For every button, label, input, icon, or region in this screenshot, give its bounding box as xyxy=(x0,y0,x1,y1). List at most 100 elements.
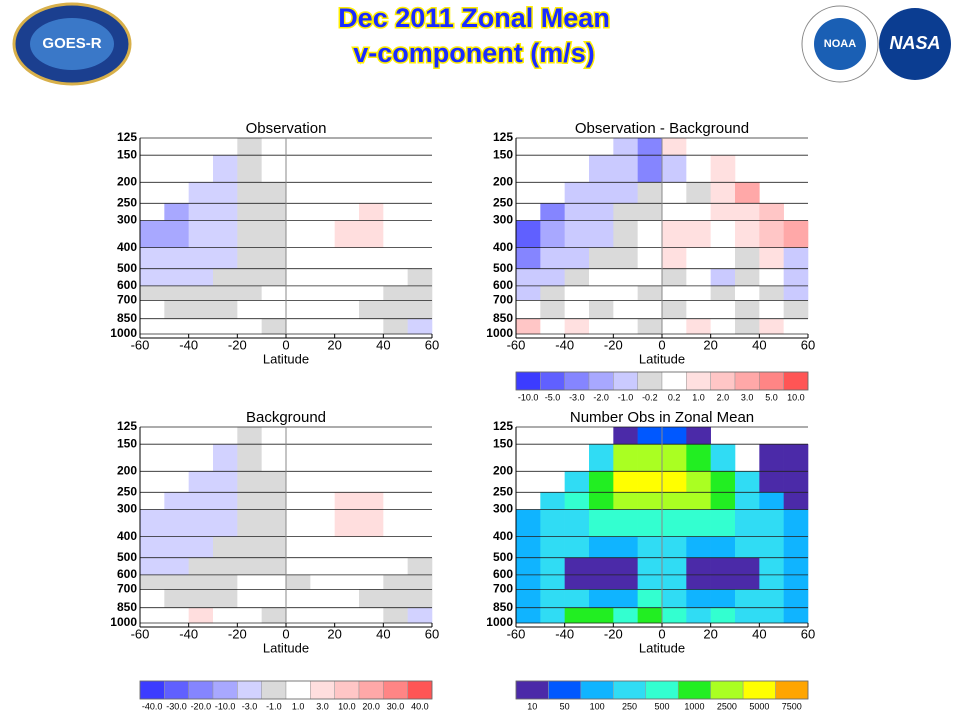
y-tick-label: 200 xyxy=(493,463,513,477)
cell xyxy=(164,318,189,335)
cell xyxy=(613,492,638,510)
cell xyxy=(613,318,638,335)
cell xyxy=(662,536,687,558)
cell xyxy=(637,268,663,287)
x-tick-label: 0 xyxy=(282,626,289,641)
cell xyxy=(759,536,784,558)
colorbar-label: -3.0 xyxy=(242,701,258,711)
cell xyxy=(613,427,638,445)
cell xyxy=(237,285,262,301)
cell xyxy=(383,492,408,510)
cell xyxy=(164,509,189,537)
x-tick-label: 20 xyxy=(703,626,717,641)
cell xyxy=(783,536,809,558)
cell xyxy=(759,607,784,624)
cell xyxy=(286,285,311,301)
cell xyxy=(359,285,384,301)
cell xyxy=(637,285,663,301)
cell xyxy=(140,536,165,558)
cell xyxy=(564,247,590,269)
cell xyxy=(637,318,663,335)
y-tick-label: 500 xyxy=(493,261,513,275)
cell xyxy=(334,182,360,204)
cell xyxy=(310,220,335,248)
colorbar-label: -1.0 xyxy=(266,701,282,711)
cell xyxy=(261,509,287,537)
cell xyxy=(662,220,687,248)
cell xyxy=(237,203,262,221)
cell xyxy=(589,155,614,183)
colorbar-swatch xyxy=(358,680,384,700)
colorbar-swatch xyxy=(710,680,744,700)
cell xyxy=(407,607,433,624)
cell xyxy=(237,427,262,445)
cell xyxy=(310,155,335,183)
cell xyxy=(310,138,335,156)
colorbar-label: -1.0 xyxy=(618,392,634,402)
colorbar-swatch xyxy=(164,680,189,700)
cell xyxy=(334,509,360,537)
x-axis-label: Latitude xyxy=(639,640,685,655)
cell xyxy=(759,574,784,590)
y-tick-label: 150 xyxy=(117,147,137,161)
cell xyxy=(261,574,287,590)
cell xyxy=(564,574,590,590)
cell xyxy=(710,574,736,590)
y-tick-label: 700 xyxy=(493,293,513,307)
cell xyxy=(613,536,638,558)
x-axis-label: Latitude xyxy=(263,351,309,366)
cell xyxy=(164,300,189,319)
colorbar-label: 30.0 xyxy=(387,701,405,711)
x-tick-label: -60 xyxy=(131,337,150,352)
cell xyxy=(237,557,262,576)
cell xyxy=(735,182,760,204)
cell xyxy=(686,182,711,204)
cell xyxy=(710,557,736,576)
cell xyxy=(334,557,360,576)
cell xyxy=(237,444,262,472)
x-tick-label: -20 xyxy=(604,626,623,641)
logo-text: NASA xyxy=(889,33,940,53)
cell xyxy=(735,318,760,335)
cell xyxy=(662,155,687,183)
cell xyxy=(662,300,687,319)
cell xyxy=(213,155,238,183)
logo-inner xyxy=(30,18,114,70)
x-tick-label: 20 xyxy=(327,337,341,352)
cell xyxy=(188,203,214,221)
cell xyxy=(735,589,760,608)
colorbar-swatch xyxy=(285,680,311,700)
cell xyxy=(759,471,784,493)
y-tick-label: 200 xyxy=(493,174,513,188)
y-tick-label: 850 xyxy=(117,311,137,325)
cell xyxy=(261,300,287,319)
cell xyxy=(686,607,711,624)
colorbar-swatch xyxy=(334,680,360,700)
cell xyxy=(540,574,565,590)
colorbar-swatch xyxy=(613,680,647,700)
cell xyxy=(613,471,638,493)
x-tick-label: 20 xyxy=(327,626,341,641)
cell xyxy=(164,536,189,558)
cell xyxy=(261,318,287,335)
cell xyxy=(334,268,360,287)
y-tick-label: 600 xyxy=(493,567,513,581)
cell xyxy=(188,471,214,493)
colorbar-swatch xyxy=(677,680,711,700)
y-tick-label: 300 xyxy=(117,213,137,227)
cell xyxy=(310,492,335,510)
cell xyxy=(237,220,262,248)
colorbar-label: 500 xyxy=(654,701,669,711)
colorbar-swatch xyxy=(710,371,736,391)
x-tick-label: -40 xyxy=(555,337,574,352)
cell xyxy=(759,444,784,472)
cell xyxy=(310,203,335,221)
cell xyxy=(710,155,736,183)
cell xyxy=(589,509,614,537)
cell xyxy=(540,220,565,248)
cell xyxy=(783,607,809,624)
cell xyxy=(589,247,614,269)
cell xyxy=(637,300,663,319)
x-tick-label: 0 xyxy=(282,337,289,352)
cell xyxy=(334,536,360,558)
